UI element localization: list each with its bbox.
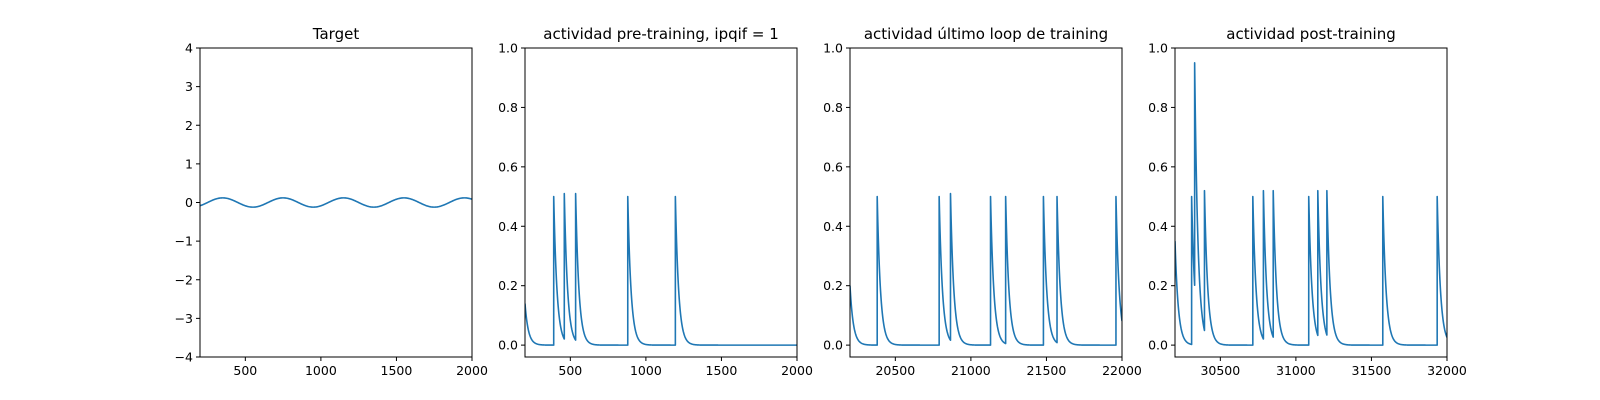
y-tick-label: 0.2 <box>498 278 518 293</box>
x-tick-label: 1000 <box>630 363 662 378</box>
x-tick-label: 500 <box>558 363 582 378</box>
y-tick-label: 0.6 <box>1148 159 1168 174</box>
x-tick-label: 31000 <box>1276 363 1316 378</box>
plot-frame <box>1174 47 1448 358</box>
y-tick-label: 3 <box>185 79 193 94</box>
chart-panel-4: 30500 31000 31500 32000 0.0 0.2 0.4 0.6 0.8 1.0 ac… <box>1148 25 1467 378</box>
series-line-2-1 <box>525 192 797 346</box>
series-line-1-1 <box>200 197 472 208</box>
x-tick-label: 32000 <box>1427 363 1467 378</box>
chart-panel-1: 500 1000 1500 2000 −4 −3 −2 −1 0 1 2 3 4 Target <box>175 25 488 378</box>
y-tick-label: −3 <box>175 311 193 326</box>
x-tick-label: 1500 <box>706 363 738 378</box>
y-tick-label: 0.0 <box>823 338 843 353</box>
y-tick-label: 0.0 <box>1148 338 1168 353</box>
chart-title: actividad pre-training, ipqif = 1 <box>543 25 779 43</box>
plot-frame <box>199 47 473 358</box>
x-tick-label: 22000 <box>1102 363 1142 378</box>
chart-title: actividad último loop de training <box>864 25 1108 43</box>
plot-frame <box>849 47 1123 358</box>
y-tick-label: 2 <box>185 118 193 133</box>
x-tick-label: 20500 <box>875 363 915 378</box>
chart-title: Target <box>312 25 360 43</box>
series-line-3-1 <box>850 192 1122 346</box>
y-tick-label: 1 <box>185 156 193 171</box>
y-tick-label: 0.6 <box>498 159 518 174</box>
y-tick-label: 0.0 <box>498 338 518 353</box>
y-tick-label: 1.0 <box>1148 41 1168 56</box>
y-tick-label: 0.4 <box>498 219 518 234</box>
series-line-4-1 <box>1175 62 1447 346</box>
y-tick-label: 0.8 <box>498 100 518 115</box>
y-tick-label: 1.0 <box>498 41 518 56</box>
y-tick-label: −4 <box>175 350 193 365</box>
y-tick-label: 0.4 <box>823 219 843 234</box>
chart-panel-2: 500 1000 1500 2000 0.0 0.2 0.4 0.6 0.8 1.0 activid… <box>498 25 813 378</box>
y-tick-label: 0.8 <box>823 100 843 115</box>
y-tick-label: 0.6 <box>823 159 843 174</box>
y-tick-label: 0.2 <box>823 278 843 293</box>
x-tick-label: 2000 <box>781 363 813 378</box>
chart-panel-3: 20500 21000 21500 22000 0.0 0.2 0.4 0.6 0.8 1.0 ac… <box>823 25 1142 378</box>
plot-frame <box>524 47 798 358</box>
y-tick-label: 1.0 <box>823 41 843 56</box>
y-tick-label: 0.4 <box>1148 219 1168 234</box>
y-tick-label: −1 <box>175 234 193 249</box>
x-tick-label: 21500 <box>1027 363 1067 378</box>
x-tick-label: 21000 <box>951 363 991 378</box>
y-tick-label: 0.2 <box>1148 278 1168 293</box>
x-tick-label: 500 <box>233 363 257 378</box>
x-tick-label: 1500 <box>381 363 413 378</box>
y-tick-label: 0 <box>185 195 193 210</box>
y-tick-label: 0.8 <box>1148 100 1168 115</box>
x-tick-label: 31500 <box>1352 363 1392 378</box>
x-tick-label: 1000 <box>305 363 337 378</box>
y-tick-label: −2 <box>175 272 193 287</box>
y-tick-label: 4 <box>185 41 193 56</box>
chart-title: actividad post-training <box>1226 25 1395 43</box>
x-tick-label: 30500 <box>1200 363 1240 378</box>
x-tick-label: 2000 <box>456 363 488 378</box>
